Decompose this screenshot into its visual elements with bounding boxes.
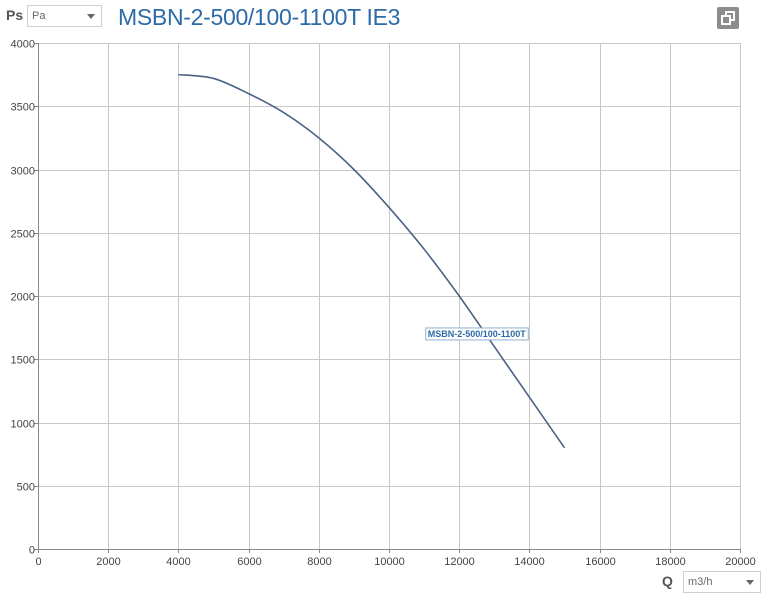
copy-button[interactable] <box>717 7 739 29</box>
pressure-unit-select[interactable]: Pa <box>27 5 102 27</box>
copy-icon-front <box>721 15 731 25</box>
x-tick-label: 8000 <box>307 556 331 568</box>
pressure-unit-value: Pa <box>32 10 46 22</box>
x-tick-label: 4000 <box>166 556 190 568</box>
y-tick-label: 3500 <box>11 102 35 114</box>
flow-unit-value: m3/h <box>688 576 713 588</box>
x-tick-label: 20000 <box>725 556 756 568</box>
y-tick-label: 1000 <box>11 419 35 431</box>
series-label-text: MSBN-2-500/100-1100T <box>428 329 527 339</box>
chevron-down-icon <box>746 580 754 585</box>
series-label-box <box>425 327 529 341</box>
y-tick-label: 2500 <box>11 229 35 241</box>
y-tick-label: 500 <box>17 482 35 494</box>
x-tick-label: 16000 <box>585 556 616 568</box>
x-axis-title: Q <box>662 573 673 589</box>
x-tick-label: 18000 <box>655 556 686 568</box>
axes: 0 2000 4000 6000 8000 10000 12000 14000 16000 180… <box>11 39 756 569</box>
x-tick-label: 2000 <box>96 556 120 568</box>
series <box>178 73 566 449</box>
series-labels: MSBN-2-500/100-1100T <box>425 327 529 341</box>
flow-unit-select[interactable]: m3/h <box>683 571 761 593</box>
y-axis-title: Ps <box>6 7 24 23</box>
x-tick-label: 6000 <box>237 556 261 568</box>
x-tick-label: 0 <box>35 556 41 568</box>
x-tick-label: 12000 <box>444 556 475 568</box>
x-tick-label: 10000 <box>374 556 405 568</box>
y-tick-label: 1500 <box>11 355 35 367</box>
y-tick-label: 2000 <box>11 292 35 304</box>
series-label: MSBN-2-500/100-1100T <box>425 327 529 341</box>
y-tick-label: 0 <box>29 545 35 557</box>
x-tick-label: 14000 <box>514 556 545 568</box>
performance-curve[interactable] <box>178 73 566 449</box>
y-tick-label: 3000 <box>11 166 35 178</box>
y-tick-label: 4000 <box>11 39 35 51</box>
chart-title: MSBN-2-500/100-1100T IE3 <box>118 4 401 30</box>
grid <box>38 43 741 550</box>
chevron-down-icon <box>87 14 95 19</box>
